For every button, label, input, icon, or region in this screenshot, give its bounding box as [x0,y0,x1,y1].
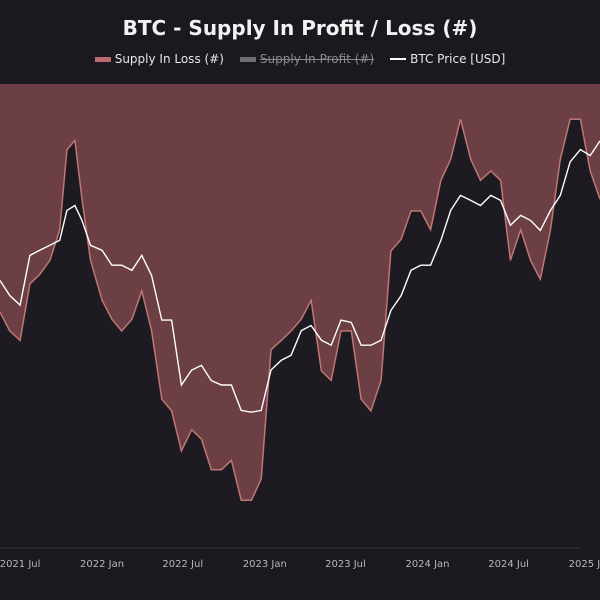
legend-label-profit: Supply In Profit (#) [259,52,375,66]
btc-price-line [0,140,600,413]
legend: Supply In Loss (#) Supply In Profit (#) … [0,52,600,66]
x-tick-label: 2023 Jul [325,559,366,570]
legend-item-supply-in-loss[interactable]: Supply In Loss (#) [94,52,224,66]
legend-label-loss: Supply In Loss (#) [114,52,224,66]
legend-item-btc-price[interactable]: BTC Price [USD] [390,52,505,66]
x-tick-label: 2025 Jan [569,559,600,570]
legend-swatch-profit [239,56,256,62]
x-tick-label: 2024 Jan [405,559,449,570]
legend-item-supply-in-profit[interactable]: Supply In Profit (#) [239,52,375,66]
chart-title: BTC - Supply In Profit / Loss (#) [122,16,478,40]
x-tick-label: 2023 Jan [243,559,287,570]
x-tick-label: 2022 Jul [162,559,203,570]
supply-in-loss-area [0,84,600,501]
legend-swatch-loss [94,56,111,62]
x-tick-label: 2021 Jul [0,559,40,570]
supply-in-loss-line [0,118,600,502]
legend-label-price: BTC Price [USD] [410,52,506,66]
x-tick-label: 2022 Jan [80,559,124,570]
x-tick-label: 2024 Jul [488,559,529,570]
legend-swatch-price [390,58,407,60]
